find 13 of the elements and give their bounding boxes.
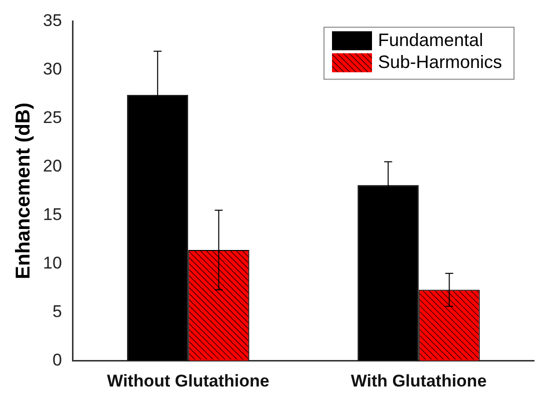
x-tick-label: With Glutathione — [350, 371, 487, 390]
y-tick-label: 35 — [42, 10, 62, 30]
y-tick-label: 20 — [42, 156, 62, 176]
y-tick-label: 25 — [42, 108, 62, 127]
y-tick-label: 30 — [42, 59, 62, 78]
legend-label: Fundamental — [378, 30, 484, 50]
y-tick-label: 15 — [42, 204, 62, 224]
y-tick-label: 0 — [52, 350, 62, 370]
y-tick-label: 10 — [42, 253, 62, 272]
y-tick-label: 5 — [52, 302, 62, 321]
y-axis-title: Enhancement (dB) — [12, 102, 35, 280]
x-tick-label: Without Glutathione — [107, 371, 270, 390]
legend-label: Sub-Harmonics — [378, 52, 502, 72]
